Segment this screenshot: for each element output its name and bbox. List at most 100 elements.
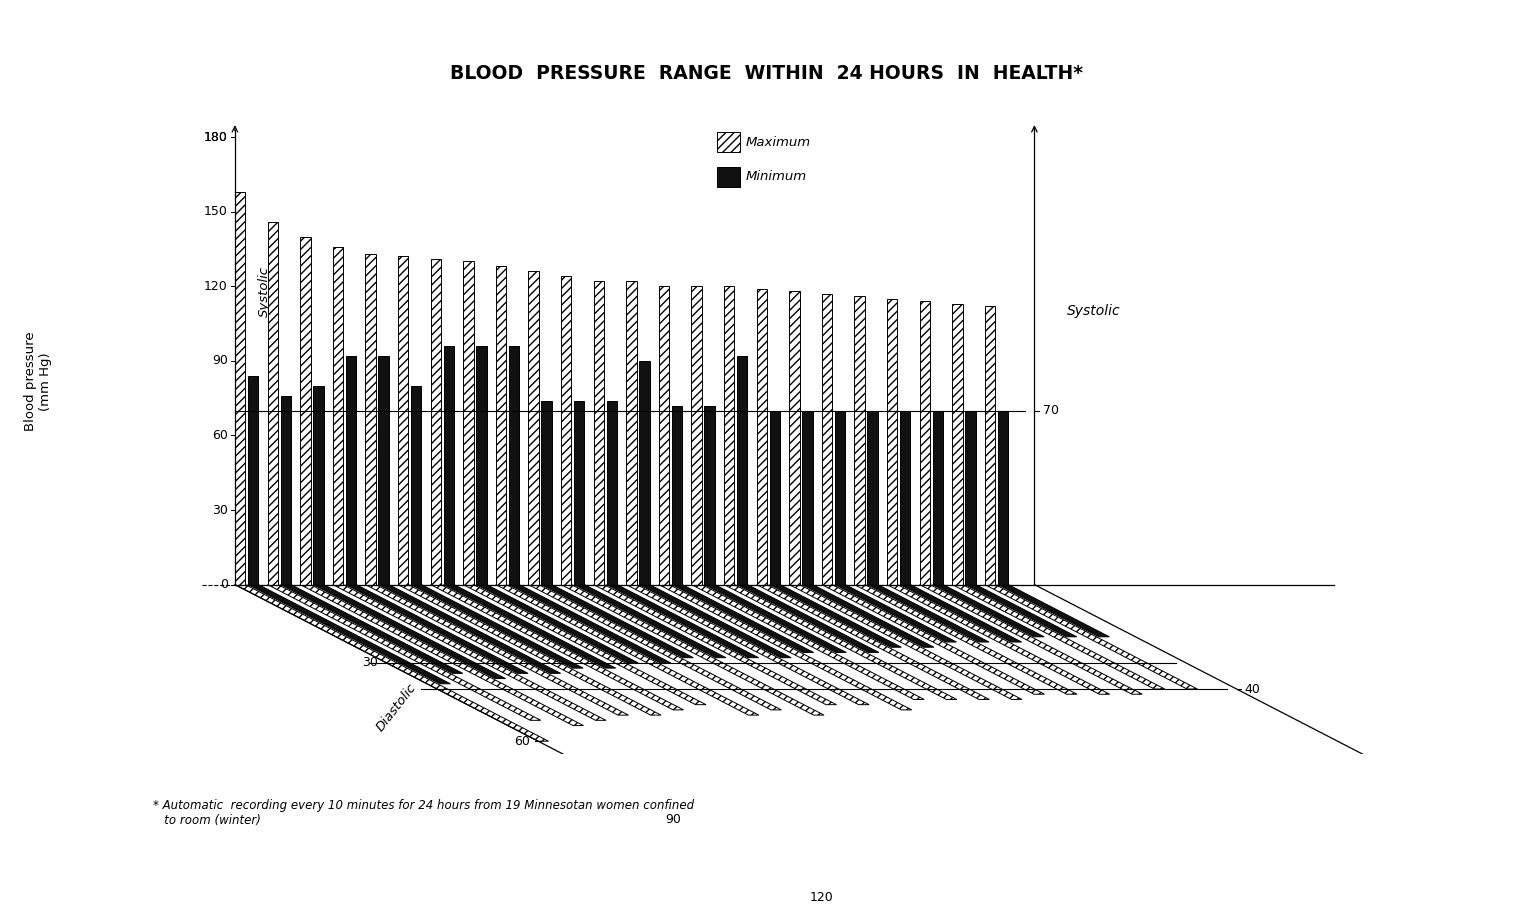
Polygon shape <box>365 254 376 585</box>
Polygon shape <box>235 192 245 585</box>
Polygon shape <box>788 585 1022 699</box>
Polygon shape <box>672 585 813 653</box>
Text: 40: 40 <box>1244 683 1261 696</box>
Text: Minimum: Minimum <box>746 171 807 183</box>
Polygon shape <box>802 410 813 585</box>
Polygon shape <box>301 585 583 725</box>
Polygon shape <box>756 585 989 699</box>
Polygon shape <box>463 262 474 585</box>
Polygon shape <box>509 346 518 585</box>
Polygon shape <box>542 585 693 657</box>
Polygon shape <box>431 585 684 710</box>
Polygon shape <box>919 301 930 585</box>
Text: 180: 180 <box>204 131 227 143</box>
Text: 90: 90 <box>212 354 227 368</box>
Polygon shape <box>267 585 542 720</box>
Polygon shape <box>594 281 604 585</box>
Text: Systolic: Systolic <box>258 266 272 317</box>
Polygon shape <box>704 585 847 653</box>
Polygon shape <box>397 585 661 716</box>
Polygon shape <box>476 346 486 585</box>
Polygon shape <box>802 585 934 647</box>
Polygon shape <box>574 400 584 585</box>
Text: 120: 120 <box>204 280 227 292</box>
Text: 60: 60 <box>514 735 529 747</box>
Text: 0: 0 <box>219 578 227 591</box>
Text: 90: 90 <box>666 813 681 826</box>
Polygon shape <box>756 289 767 585</box>
Polygon shape <box>345 585 528 674</box>
Polygon shape <box>692 286 703 585</box>
Text: 30: 30 <box>212 504 227 517</box>
Polygon shape <box>867 585 989 642</box>
Polygon shape <box>443 346 454 585</box>
Text: Diastolic: Diastolic <box>374 681 419 734</box>
Polygon shape <box>854 585 1077 695</box>
Polygon shape <box>594 585 836 705</box>
Polygon shape <box>658 585 911 710</box>
Polygon shape <box>495 266 506 585</box>
Polygon shape <box>397 256 408 585</box>
Text: 70: 70 <box>1043 404 1058 417</box>
Polygon shape <box>281 396 291 585</box>
Polygon shape <box>736 356 747 585</box>
Text: Systolic: Systolic <box>1068 304 1121 318</box>
Polygon shape <box>854 296 865 585</box>
Polygon shape <box>267 222 278 585</box>
Text: * Automatic  recording every 10 minutes for 24 hours from 19 Minnesotan women co: * Automatic recording every 10 minutes f… <box>153 799 695 827</box>
Polygon shape <box>788 291 799 585</box>
Polygon shape <box>606 585 758 657</box>
Polygon shape <box>965 585 1077 637</box>
Polygon shape <box>887 585 1109 695</box>
Polygon shape <box>365 585 629 716</box>
Polygon shape <box>313 585 506 678</box>
Polygon shape <box>704 406 715 585</box>
Polygon shape <box>933 585 1045 637</box>
Polygon shape <box>561 585 824 716</box>
Polygon shape <box>672 406 683 585</box>
Polygon shape <box>887 299 897 585</box>
Polygon shape <box>431 259 440 585</box>
Text: Maximum: Maximum <box>746 135 810 149</box>
Polygon shape <box>770 585 902 647</box>
Polygon shape <box>900 585 1022 642</box>
Text: Blood pressure
(mm Hg): Blood pressure (mm Hg) <box>25 331 52 431</box>
Polygon shape <box>718 167 741 187</box>
Text: 180: 180 <box>204 131 227 143</box>
Polygon shape <box>235 585 549 741</box>
Polygon shape <box>965 410 976 585</box>
Polygon shape <box>561 276 571 585</box>
Polygon shape <box>574 585 726 657</box>
Polygon shape <box>411 386 422 585</box>
Text: 60: 60 <box>212 429 227 442</box>
Polygon shape <box>999 410 1008 585</box>
Polygon shape <box>919 585 1143 695</box>
Polygon shape <box>528 271 538 585</box>
Polygon shape <box>953 585 1164 689</box>
Polygon shape <box>333 247 344 585</box>
Polygon shape <box>333 585 606 720</box>
Polygon shape <box>724 585 957 699</box>
Text: 150: 150 <box>204 205 227 218</box>
Polygon shape <box>606 400 617 585</box>
Polygon shape <box>822 585 1045 695</box>
Text: BLOOD  PRESSURE  RANGE  WITHIN  24 HOURS  IN  HEALTH*: BLOOD PRESSURE RANGE WITHIN 24 HOURS IN … <box>451 64 1083 83</box>
Polygon shape <box>528 585 781 710</box>
Polygon shape <box>724 286 735 585</box>
Polygon shape <box>626 585 870 705</box>
Polygon shape <box>345 356 356 585</box>
Text: 30: 30 <box>362 656 379 669</box>
Polygon shape <box>736 585 879 653</box>
Polygon shape <box>867 410 877 585</box>
Polygon shape <box>249 376 258 585</box>
Polygon shape <box>718 133 741 152</box>
Text: 120: 120 <box>810 892 833 904</box>
Polygon shape <box>933 410 943 585</box>
Polygon shape <box>443 585 615 668</box>
Polygon shape <box>834 410 845 585</box>
Polygon shape <box>640 360 650 585</box>
Polygon shape <box>313 386 324 585</box>
Polygon shape <box>509 585 670 663</box>
Polygon shape <box>770 410 781 585</box>
Polygon shape <box>476 585 638 663</box>
